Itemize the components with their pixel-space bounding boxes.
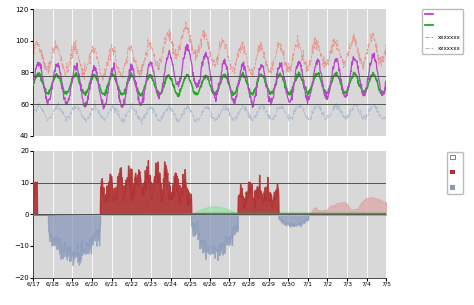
Legend: , , xxxxxxx, xxxxxxx: , , xxxxxxx, xxxxxxx	[422, 9, 463, 53]
Legend: , , : , ,	[447, 152, 463, 194]
